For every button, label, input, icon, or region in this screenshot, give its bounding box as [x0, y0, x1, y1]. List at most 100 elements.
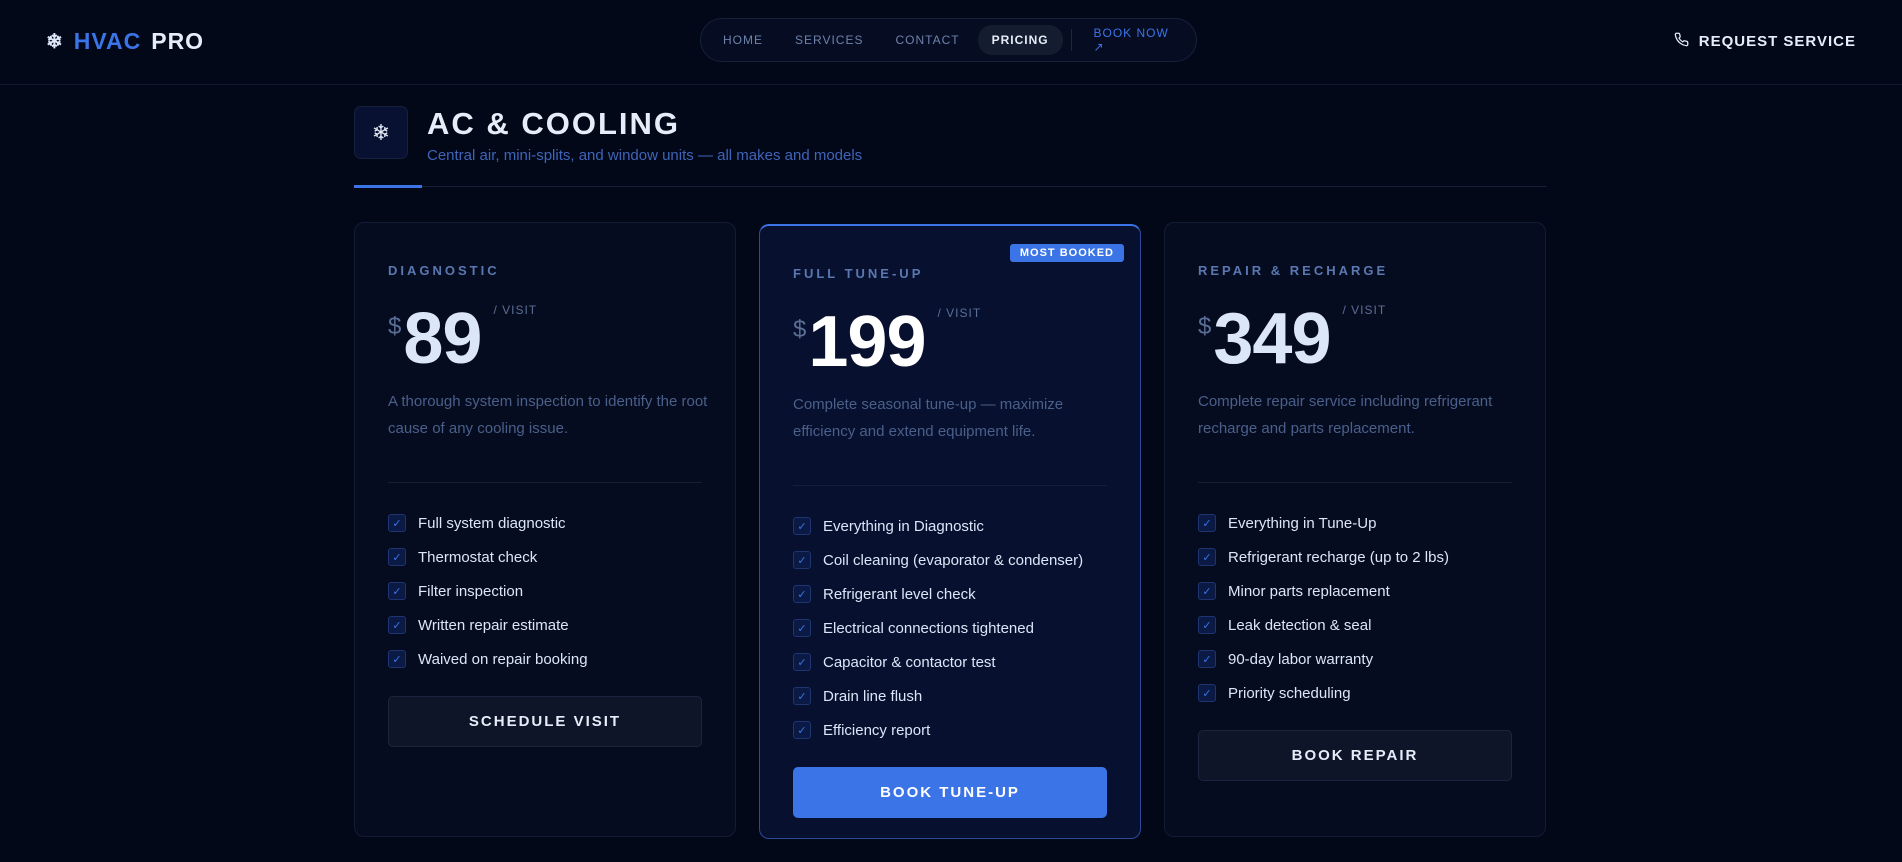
price-amount: 349	[1213, 299, 1331, 379]
check-icon: ✓	[793, 721, 811, 739]
card-divider	[388, 482, 702, 483]
feature-item: ✓ Drain line flush	[793, 679, 1083, 713]
feature-text: Written repair estimate	[418, 616, 569, 634]
check-icon: ✓	[388, 514, 406, 532]
feature-text: 90-day labor warranty	[1228, 650, 1374, 668]
feature-item: ✓ 90-day labor warranty	[1198, 642, 1449, 676]
nav-services[interactable]: SERVICES	[795, 33, 864, 47]
nav-contact[interactable]: CONTACT	[895, 33, 960, 47]
price-unit: / VISIT	[1342, 303, 1387, 317]
header: ❄ HVAC PRO HOME SERVICES CONTACT PRICING…	[0, 0, 1902, 85]
nav-book-now[interactable]: BOOK NOW ↗	[1093, 26, 1169, 54]
check-icon: ✓	[1198, 684, 1216, 702]
main-nav: HOME SERVICES CONTACT PRICING BOOK NOW ↗	[700, 18, 1197, 62]
feature-item: ✓ Waived on repair booking	[388, 642, 588, 676]
check-icon: ✓	[388, 616, 406, 634]
price-amount: 89	[403, 299, 482, 379]
check-icon: ✓	[1198, 514, 1216, 532]
plan-cta-button[interactable]: BOOK TUNE-UP	[793, 767, 1107, 818]
check-icon: ✓	[1198, 548, 1216, 566]
price-unit: / VISIT	[493, 303, 538, 317]
pricing-card: DIAGNOSTIC $89/ VISIT A thorough system …	[354, 222, 736, 837]
feature-text: Filter inspection	[418, 582, 524, 600]
check-icon: ✓	[388, 548, 406, 566]
feature-list: ✓ Everything in Tune-Up ✓ Refrigerant recha…	[1198, 506, 1449, 710]
check-icon: ✓	[1198, 616, 1216, 634]
feature-text: Thermostat check	[418, 548, 538, 566]
nav-home[interactable]: HOME	[723, 33, 763, 47]
feature-text: Full system diagnostic	[418, 514, 566, 532]
feature-text: Waived on repair booking	[418, 650, 588, 668]
feature-item: ✓ Thermostat check	[388, 540, 588, 574]
check-icon: ✓	[1198, 582, 1216, 600]
check-icon: ✓	[793, 653, 811, 671]
check-icon: ✓	[388, 650, 406, 668]
feature-text: Minor parts replacement	[1228, 582, 1390, 600]
pricing-card: MOST BOOKED FULL TUNE-UP $199/ VISIT Com…	[759, 224, 1141, 839]
feature-text: Everything in Tune-Up	[1228, 514, 1377, 532]
feature-text: Leak detection & seal	[1228, 616, 1372, 634]
card-divider	[1198, 482, 1512, 483]
section-divider-accent	[354, 185, 422, 188]
nav-pricing[interactable]: PRICING	[977, 25, 1063, 55]
feature-item: ✓ Refrigerant recharge (up to 2 lbs)	[1198, 540, 1449, 574]
check-icon: ✓	[388, 582, 406, 600]
check-icon: ✓	[793, 687, 811, 705]
feature-text: Refrigerant recharge (up to 2 lbs)	[1228, 548, 1449, 566]
price-unit: / VISIT	[937, 306, 982, 320]
check-icon: ✓	[1198, 650, 1216, 668]
price: $89/ VISIT	[388, 303, 537, 375]
section-title: AC & COOLING	[427, 106, 681, 141]
request-service-label: REQUEST SERVICE	[1698, 33, 1856, 50]
price-amount: 199	[808, 302, 926, 382]
feature-list: ✓ Everything in Diagnostic ✓ Coil cleaning …	[793, 509, 1083, 747]
currency-symbol: $	[1198, 313, 1212, 340]
feature-text: Coil cleaning (evaporator & condenser)	[823, 551, 1084, 569]
logo-text-pro: PRO	[151, 28, 205, 54]
logo[interactable]: ❄ HVAC PRO	[46, 28, 204, 55]
snowflake-icon: ❄	[354, 106, 408, 159]
feature-text: Capacitor & contactor test	[823, 653, 996, 671]
feature-text: Refrigerant level check	[823, 585, 976, 603]
plan-description: Complete repair service including refrig…	[1198, 393, 1493, 437]
logo-text-hvac: HVAC	[73, 28, 142, 54]
most-booked-badge: MOST BOOKED	[1009, 244, 1124, 262]
price: $199/ VISIT	[793, 306, 981, 378]
feature-item: ✓ Priority scheduling	[1198, 676, 1449, 710]
feature-list: ✓ Full system diagnostic ✓ Thermostat check…	[388, 506, 588, 676]
phone-icon	[1674, 32, 1689, 51]
feature-text: Priority scheduling	[1228, 684, 1351, 702]
section-subtitle: Central air, mini-splits, and window uni…	[427, 147, 863, 164]
price: $349/ VISIT	[1198, 303, 1386, 375]
feature-item: ✓ Full system diagnostic	[388, 506, 588, 540]
feature-item: ✓ Everything in Tune-Up	[1198, 506, 1449, 540]
feature-item: ✓ Refrigerant level check	[793, 577, 1083, 611]
check-icon: ✓	[793, 551, 811, 569]
nav-divider	[1070, 29, 1072, 51]
request-service-button[interactable]: REQUEST SERVICE	[1674, 32, 1856, 51]
check-icon: ✓	[793, 585, 811, 603]
feature-text: Drain line flush	[823, 687, 923, 705]
plan-description: Complete seasonal tune-up — maximize eff…	[793, 396, 1064, 440]
card-divider	[793, 485, 1107, 486]
plan-label: FULL TUNE-UP	[793, 266, 924, 281]
currency-symbol: $	[793, 316, 807, 343]
feature-text: Electrical connections tightened	[823, 619, 1034, 637]
plan-description: A thorough system inspection to identify…	[388, 393, 708, 437]
feature-item: ✓ Capacitor & contactor test	[793, 645, 1083, 679]
feature-item: ✓ Leak detection & seal	[1198, 608, 1449, 642]
pricing-card: REPAIR & RECHARGE $349/ VISIT Complete r…	[1164, 222, 1546, 837]
feature-item: ✓ Filter inspection	[388, 574, 588, 608]
plan-label: DIAGNOSTIC	[388, 263, 500, 278]
plan-cta-button[interactable]: SCHEDULE VISIT	[388, 696, 702, 747]
feature-item: ✓ Efficiency report	[793, 713, 1083, 747]
feature-item: ✓ Electrical connections tightened	[793, 611, 1083, 645]
feature-text: Efficiency report	[823, 721, 931, 739]
feature-text: Everything in Diagnostic	[823, 517, 984, 535]
snowflake-icon: ❄	[46, 31, 64, 53]
plan-cta-button[interactable]: BOOK REPAIR	[1198, 730, 1512, 781]
feature-item: ✓ Minor parts replacement	[1198, 574, 1449, 608]
currency-symbol: $	[388, 313, 402, 340]
feature-item: ✓ Everything in Diagnostic	[793, 509, 1083, 543]
check-icon: ✓	[793, 619, 811, 637]
